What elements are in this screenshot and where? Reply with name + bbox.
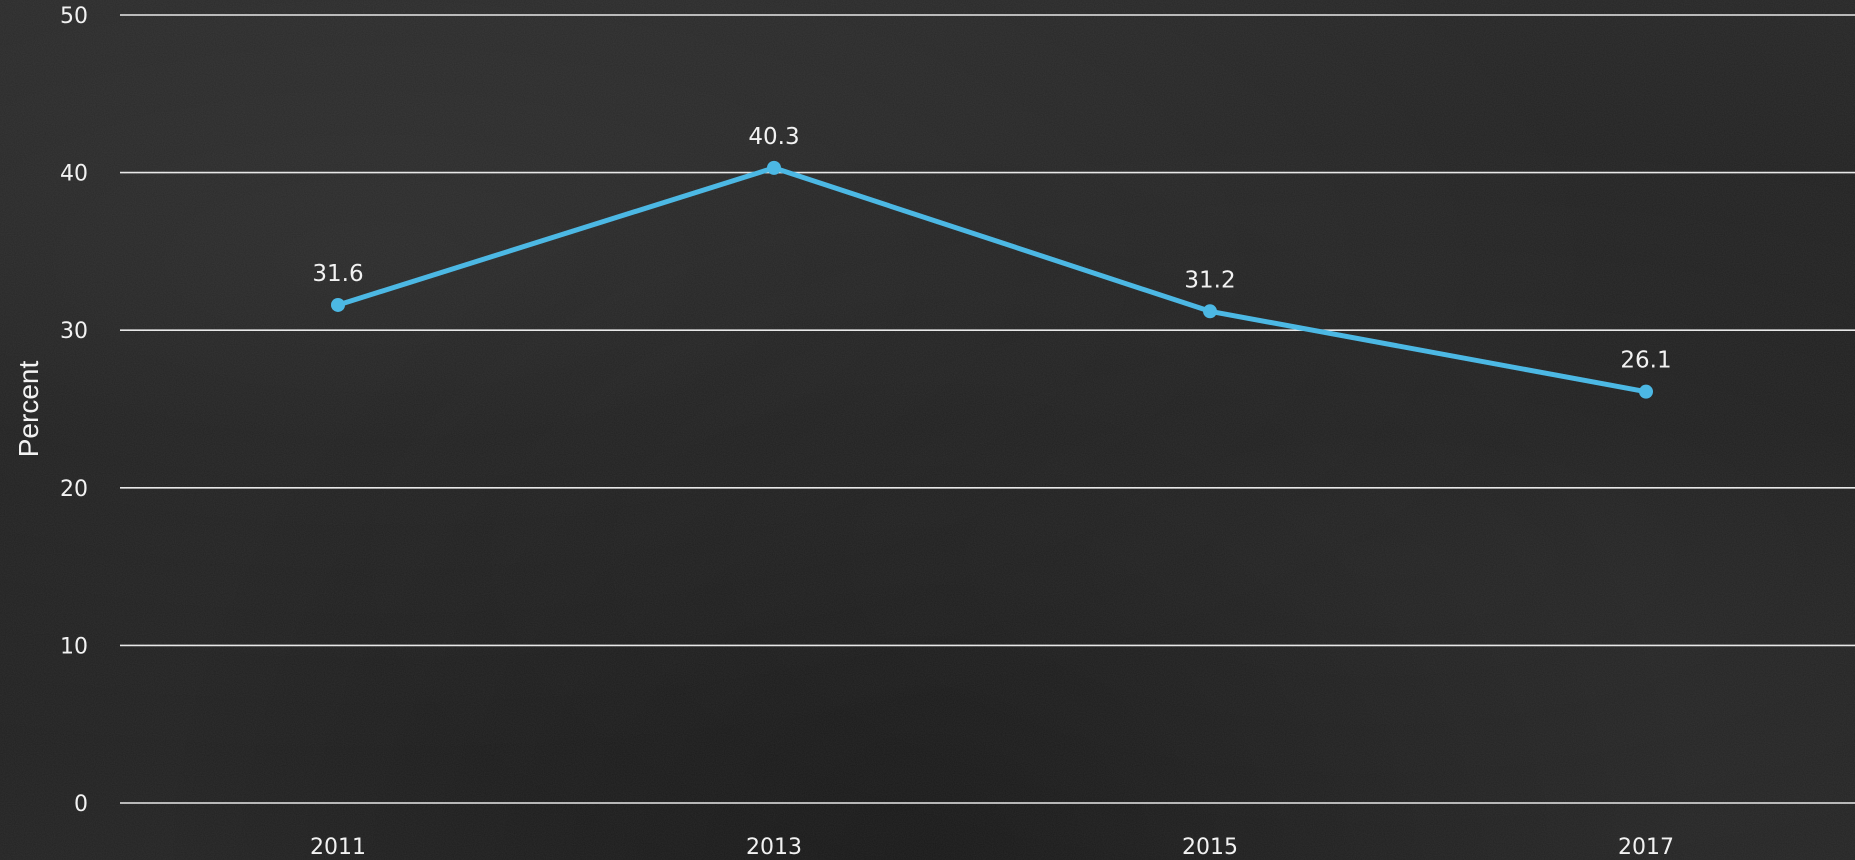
- data-label: 40.3: [748, 124, 799, 150]
- y-tick-label: 50: [60, 4, 88, 29]
- data-label: 31.6: [312, 261, 363, 287]
- x-axis-ticks: 2011 2013 2015 2017: [310, 835, 1674, 860]
- y-tick-label: 20: [60, 477, 88, 502]
- y-tick-label: 30: [60, 319, 88, 344]
- data-point[interactable]: [767, 160, 781, 175]
- data-point[interactable]: [331, 297, 345, 312]
- series-line: [335, 165, 1649, 395]
- data-labels: 31.6 40.3 31.2 26.1: [312, 124, 1671, 374]
- data-label: 26.1: [1620, 348, 1671, 374]
- y-tick-label: 10: [60, 634, 88, 659]
- x-tick-label: 2017: [1618, 835, 1674, 860]
- y-axis-ticks: 0 10 20 30 40 50: [60, 4, 88, 817]
- data-point[interactable]: [1639, 384, 1653, 399]
- y-tick-label: 0: [74, 792, 88, 817]
- data-label: 31.2: [1184, 267, 1235, 293]
- x-tick-label: 2011: [310, 835, 366, 860]
- series: [331, 160, 1653, 399]
- gridlines: [120, 14, 1855, 804]
- y-axis-title: Percent: [13, 361, 44, 458]
- data-point[interactable]: [1203, 304, 1217, 319]
- x-tick-label: 2015: [1182, 835, 1238, 860]
- y-tick-label: 40: [60, 162, 88, 187]
- x-tick-label: 2013: [746, 835, 802, 860]
